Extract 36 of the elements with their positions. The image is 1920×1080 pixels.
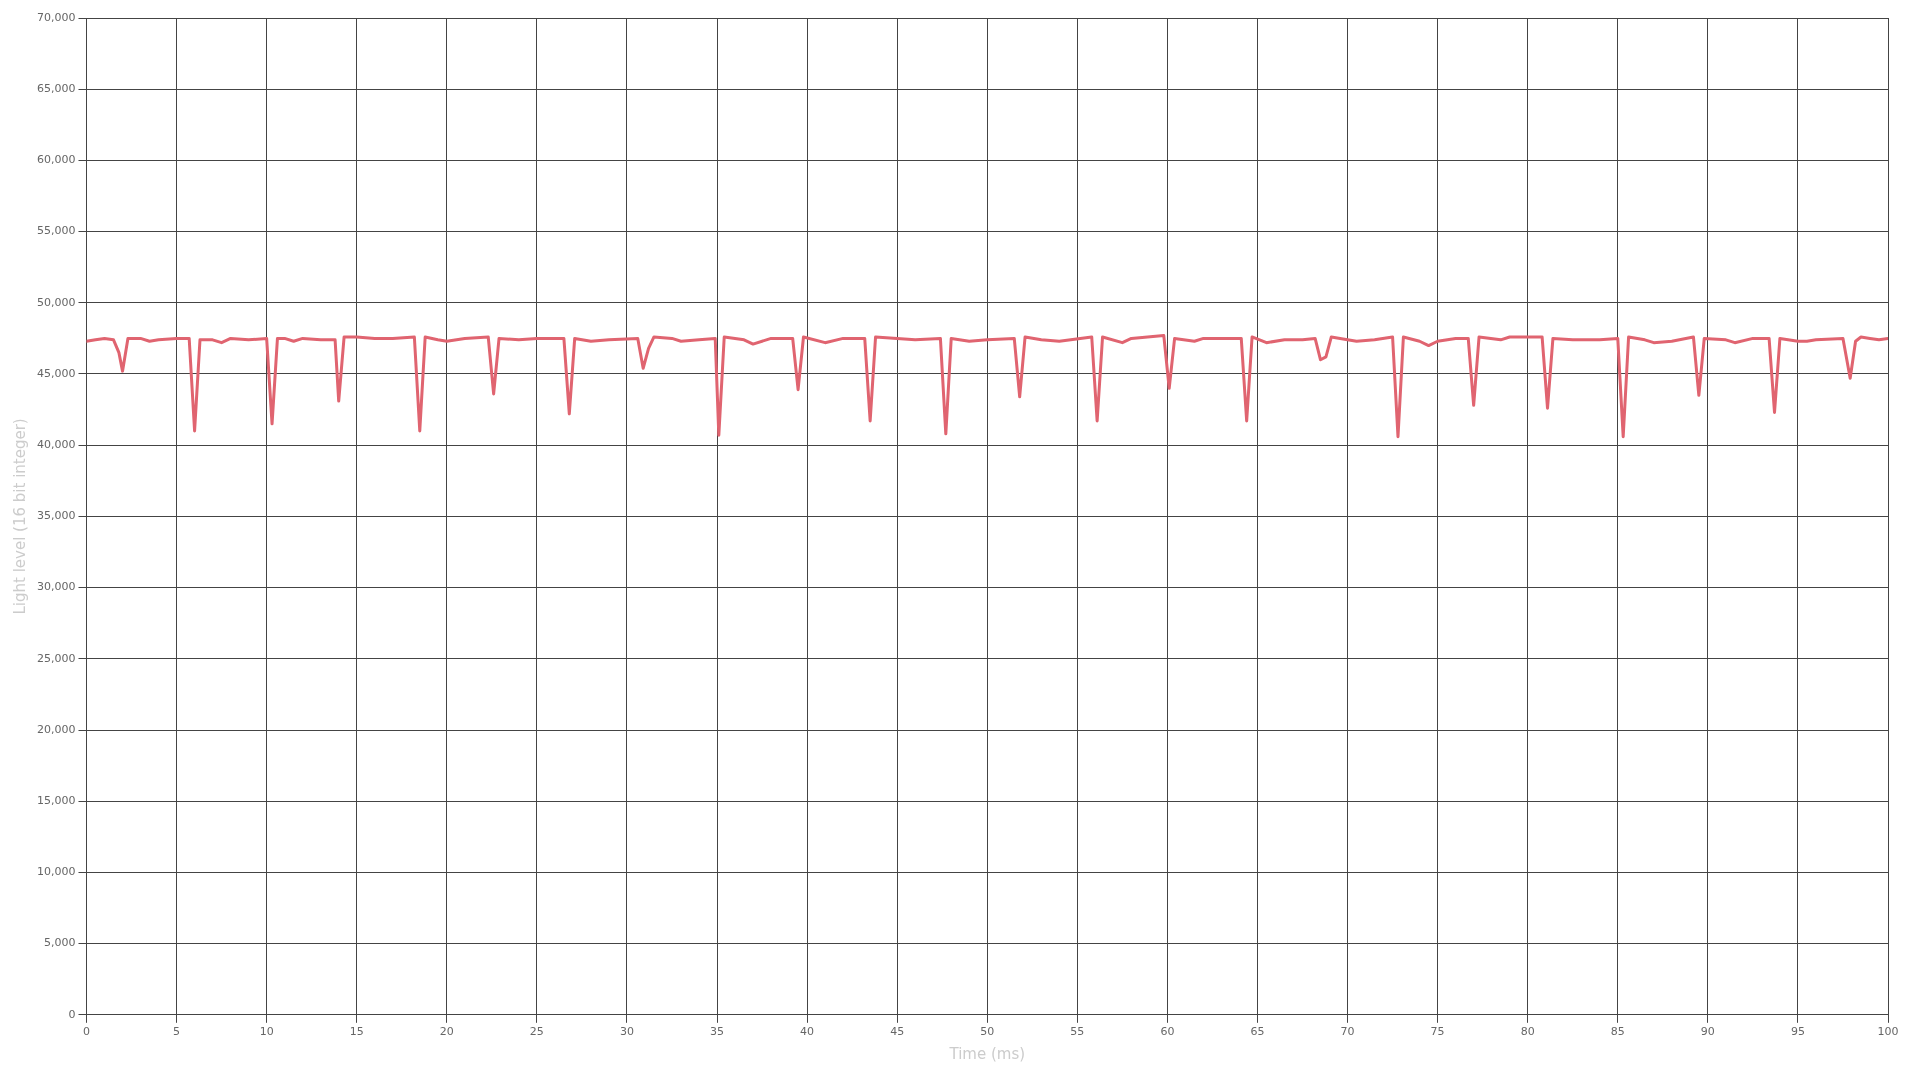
x-tick-label: 10 bbox=[259, 1025, 274, 1039]
y-tick-label: 60,000 bbox=[36, 153, 76, 167]
y-tick-label: 35,000 bbox=[36, 509, 76, 523]
x-tick-label: 90 bbox=[1700, 1025, 1715, 1039]
x-tick-label: 70 bbox=[1340, 1025, 1355, 1039]
x-tick-label: 40 bbox=[800, 1025, 815, 1039]
x-tick-label: 50 bbox=[980, 1025, 995, 1039]
x-tick-label: 95 bbox=[1790, 1025, 1805, 1039]
x-tick-label: 60 bbox=[1160, 1025, 1175, 1039]
y-tick-label: 25,000 bbox=[36, 651, 76, 665]
x-tick-label: 75 bbox=[1430, 1025, 1445, 1039]
y-tick-label: 10,000 bbox=[36, 865, 76, 879]
y-tick-label: 55,000 bbox=[36, 224, 76, 238]
y-tick-label: 30,000 bbox=[36, 580, 76, 594]
y-tick-label: 70,000 bbox=[36, 10, 76, 24]
x-tick-label: 15 bbox=[349, 1025, 364, 1039]
x-tick-label: 85 bbox=[1610, 1025, 1625, 1039]
x-tick-label: 30 bbox=[619, 1025, 634, 1039]
y-tick-label: 0 bbox=[68, 1007, 76, 1021]
x-tick-label: 25 bbox=[529, 1025, 544, 1039]
y-tick-label: 40,000 bbox=[36, 438, 76, 452]
x-tick-label: 55 bbox=[1070, 1025, 1085, 1039]
x-tick-label: 65 bbox=[1250, 1025, 1265, 1039]
y-tick-label: 5,000 bbox=[43, 936, 76, 950]
x-tick-label: 45 bbox=[890, 1025, 905, 1039]
y-tick-label: 45,000 bbox=[36, 366, 76, 380]
x-tick-label: 0 bbox=[82, 1025, 90, 1039]
x-tick-label: 5 bbox=[173, 1025, 181, 1039]
x-tick-label: 100 bbox=[1877, 1025, 1899, 1039]
y-tick-label: 15,000 bbox=[36, 794, 76, 808]
y-tick-label: 50,000 bbox=[36, 295, 76, 309]
x-tick-label: 20 bbox=[439, 1025, 454, 1039]
x-tick-label: 35 bbox=[710, 1025, 725, 1039]
y-tick-label: 20,000 bbox=[36, 722, 76, 736]
y-tick-label: 65,000 bbox=[36, 82, 76, 96]
x-tick-label: 80 bbox=[1520, 1025, 1535, 1039]
